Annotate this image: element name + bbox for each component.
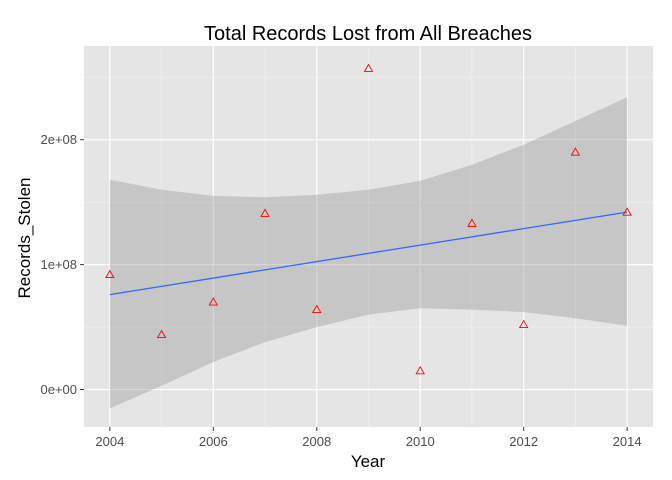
x-tick-label: 2012 xyxy=(509,434,538,449)
y-tick-label: 2e+08 xyxy=(40,132,77,147)
data-point xyxy=(518,319,529,329)
y-axis-title: Records_Stolen xyxy=(15,178,34,299)
data-point xyxy=(260,208,270,217)
x-tick-label: 2014 xyxy=(613,434,642,449)
chart-title: Total Records Lost from All Breaches xyxy=(204,23,532,45)
data-points xyxy=(105,63,632,375)
data-point xyxy=(363,63,374,72)
minor-gridlines xyxy=(84,46,653,427)
x-axis: 2004 2006 2008 2010 2012 2014 xyxy=(95,427,642,449)
y-tick-label: 1e+08 xyxy=(40,257,77,272)
data-point xyxy=(415,365,426,375)
data-point xyxy=(622,207,632,216)
data-point xyxy=(467,218,477,227)
y-tick-label: 0e+00 xyxy=(40,382,77,397)
x-axis-title: Year xyxy=(351,452,386,471)
major-gridlines xyxy=(84,46,653,427)
x-tick-label: 2004 xyxy=(95,434,124,449)
x-tick-label: 2010 xyxy=(406,434,435,449)
data-point xyxy=(208,297,219,306)
x-tick-label: 2006 xyxy=(199,434,228,449)
data-point xyxy=(156,329,167,339)
y-axis: 0e+00 1e+08 2e+08 xyxy=(40,132,84,397)
trend-line xyxy=(109,211,628,296)
data-point xyxy=(311,304,322,314)
data-point xyxy=(105,269,115,279)
data-point xyxy=(570,147,581,156)
x-tick-label: 2008 xyxy=(302,434,331,449)
